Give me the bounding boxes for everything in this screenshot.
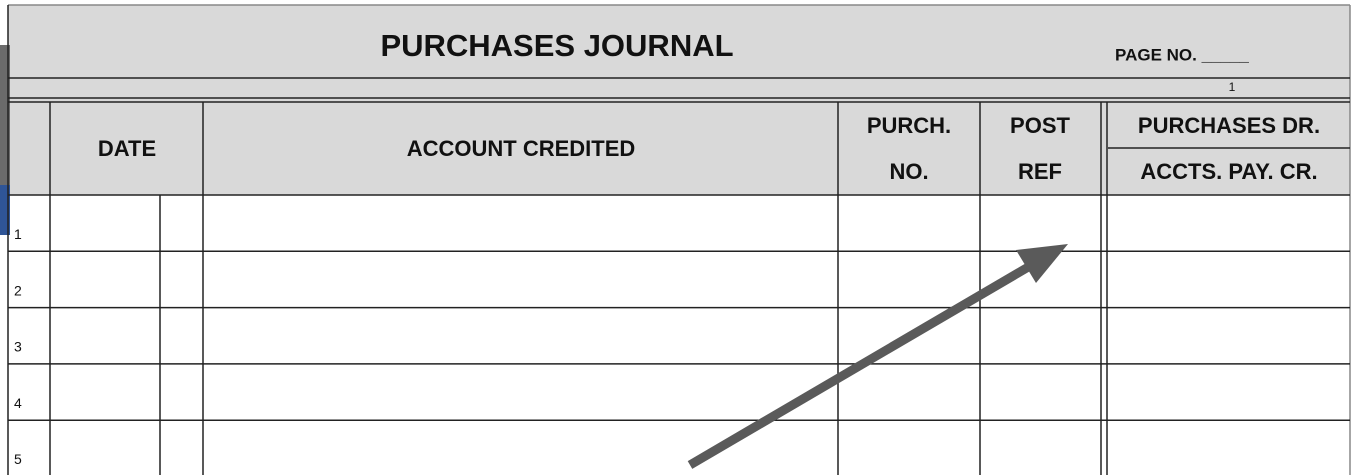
left-edge bbox=[0, 45, 10, 185]
column-header: DATE bbox=[98, 136, 156, 161]
left-edge-blue bbox=[0, 185, 10, 235]
row-number: 1 bbox=[14, 226, 22, 242]
column-header: POST bbox=[1010, 113, 1070, 138]
title: PURCHASES JOURNAL bbox=[380, 28, 733, 63]
page-number: 1 bbox=[1229, 80, 1236, 94]
row-number: 2 bbox=[14, 282, 22, 298]
column-header: PURCH. bbox=[867, 113, 951, 138]
header-band bbox=[8, 5, 1350, 195]
column-header: REF bbox=[1018, 159, 1062, 184]
arrow-shaft bbox=[687, 262, 1033, 469]
column-lines bbox=[49, 102, 1108, 475]
row-number: 3 bbox=[14, 339, 22, 355]
arrow-head bbox=[1016, 244, 1068, 283]
column-header: NO. bbox=[889, 159, 928, 184]
column-header: PURCHASES DR. bbox=[1138, 113, 1320, 138]
row-number: 4 bbox=[14, 395, 22, 411]
rows: 1 2 3 4 5 bbox=[8, 226, 1350, 467]
column-header: ACCTS. PAY. CR. bbox=[1140, 159, 1317, 184]
row-number: 5 bbox=[14, 451, 22, 467]
page-label: PAGE NO. _____ bbox=[1115, 45, 1249, 64]
column-header: ACCOUNT CREDITED bbox=[407, 136, 636, 161]
